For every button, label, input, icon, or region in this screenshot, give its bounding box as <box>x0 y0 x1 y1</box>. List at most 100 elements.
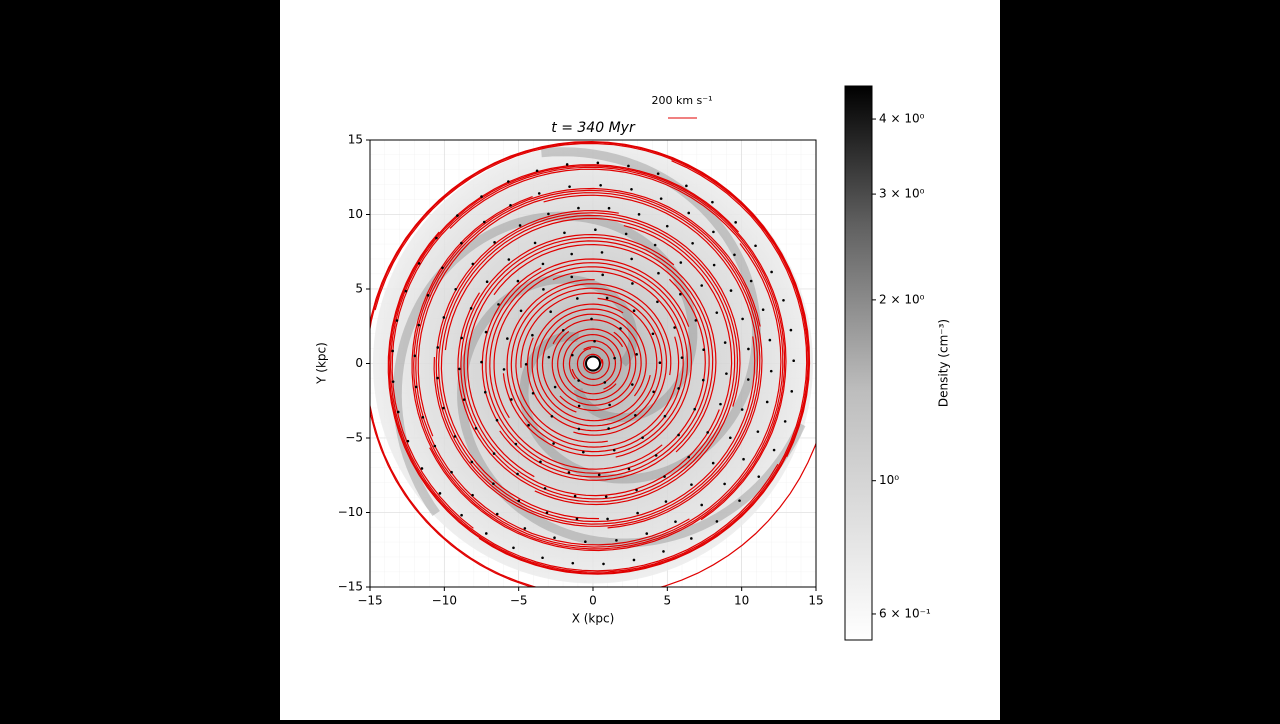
sample-dot <box>687 211 691 215</box>
sample-dot <box>484 330 488 334</box>
sample-dot <box>768 338 772 342</box>
sample-dot <box>733 253 736 257</box>
x-tick-label: 5 <box>664 594 672 608</box>
sample-dot <box>635 488 638 492</box>
sample-dot <box>460 513 463 517</box>
colorbar-tick-label: 6 × 10⁻¹ <box>879 606 931 620</box>
center-marker <box>585 355 601 372</box>
sample-dot <box>502 368 506 371</box>
sample-dot <box>577 404 581 408</box>
sample-dot <box>690 483 693 486</box>
sample-dot <box>537 192 541 195</box>
sample-dot <box>406 439 410 443</box>
sample-dot <box>603 381 607 384</box>
streamline <box>411 168 784 550</box>
sample-dot <box>485 280 489 284</box>
sample-dot <box>460 336 463 340</box>
sample-dot <box>570 252 573 256</box>
streamline <box>370 140 816 587</box>
sample-dot <box>641 436 644 439</box>
streamline <box>557 328 631 401</box>
sample-dot <box>435 236 438 240</box>
sample-dot <box>597 473 601 477</box>
streamline <box>515 287 668 443</box>
streamline <box>506 270 684 453</box>
sample-dot <box>517 499 521 503</box>
streamline <box>391 166 786 552</box>
sample-dot <box>635 353 638 356</box>
sample-dot <box>495 418 499 422</box>
sample-dot <box>746 378 750 381</box>
sample-dot <box>680 356 684 359</box>
sample-dot <box>590 317 593 321</box>
sample-dot <box>533 241 537 245</box>
sample-dot <box>783 420 787 423</box>
sample-dot <box>492 452 496 455</box>
colorbar-tick-label: 4 × 10⁰ <box>879 112 925 126</box>
sample-dot <box>673 326 676 329</box>
sample-dot <box>693 407 696 411</box>
sample-dot <box>662 550 665 553</box>
sample-dot <box>663 475 666 478</box>
sample-dot <box>553 385 557 389</box>
sample-dot <box>474 427 478 430</box>
sample-dot <box>471 262 475 266</box>
sample-dot <box>563 231 566 235</box>
sample-dot <box>545 511 549 514</box>
sample-dot <box>742 457 745 461</box>
sample-dot <box>711 200 714 204</box>
sample-dot <box>567 471 571 474</box>
sample-dot <box>575 517 579 521</box>
sample-dot <box>627 467 631 471</box>
x-tick-label: 0 <box>589 594 597 608</box>
sample-dot <box>677 387 680 390</box>
sample-dot <box>470 460 474 464</box>
sample-dot <box>577 427 581 431</box>
sample-dot <box>600 251 604 254</box>
sample-dot <box>561 328 565 332</box>
sample-dot <box>630 257 633 261</box>
sample-dot <box>741 317 744 321</box>
sample-dot <box>509 204 512 207</box>
sample-dot <box>493 241 496 244</box>
sample-dot <box>456 214 459 217</box>
y-tick-label: 10 <box>348 207 363 221</box>
sample-dot <box>413 354 417 358</box>
sample-dot <box>593 339 596 343</box>
y-tick-label: 0 <box>355 356 363 370</box>
spiral-arm <box>392 211 698 517</box>
plot-area <box>370 140 816 587</box>
sample-dot <box>679 292 682 296</box>
sample-dot <box>565 163 569 166</box>
sample-dot <box>462 398 466 401</box>
sample-dot <box>396 410 400 414</box>
sample-dot <box>782 298 785 302</box>
sample-dot <box>506 337 509 340</box>
streamline <box>562 333 622 395</box>
streamline <box>370 141 810 587</box>
y-tick-label: 15 <box>348 133 363 147</box>
sample-dot <box>631 282 634 285</box>
sample-dot <box>632 558 636 562</box>
streamline <box>481 243 710 478</box>
streamline <box>389 165 787 572</box>
x-tick-label: −5 <box>510 594 528 608</box>
sample-dot <box>674 520 677 523</box>
sample-dot <box>454 287 457 291</box>
sample-dot <box>571 353 574 357</box>
streamline <box>551 319 637 406</box>
sample-dot <box>711 461 715 465</box>
sample-dot <box>615 539 618 542</box>
sample-dot <box>594 228 597 232</box>
x-tick-label: −10 <box>432 594 457 608</box>
streamline <box>576 346 610 380</box>
sample-dot <box>535 169 539 173</box>
sample-dot <box>645 532 649 535</box>
sample-dot <box>518 224 522 227</box>
sample-dot <box>652 390 655 394</box>
sample-dot <box>404 289 408 293</box>
sample-dot <box>433 444 437 448</box>
sample-dot <box>706 431 709 434</box>
x-tick-label: −15 <box>357 594 382 608</box>
streamline <box>413 187 782 548</box>
